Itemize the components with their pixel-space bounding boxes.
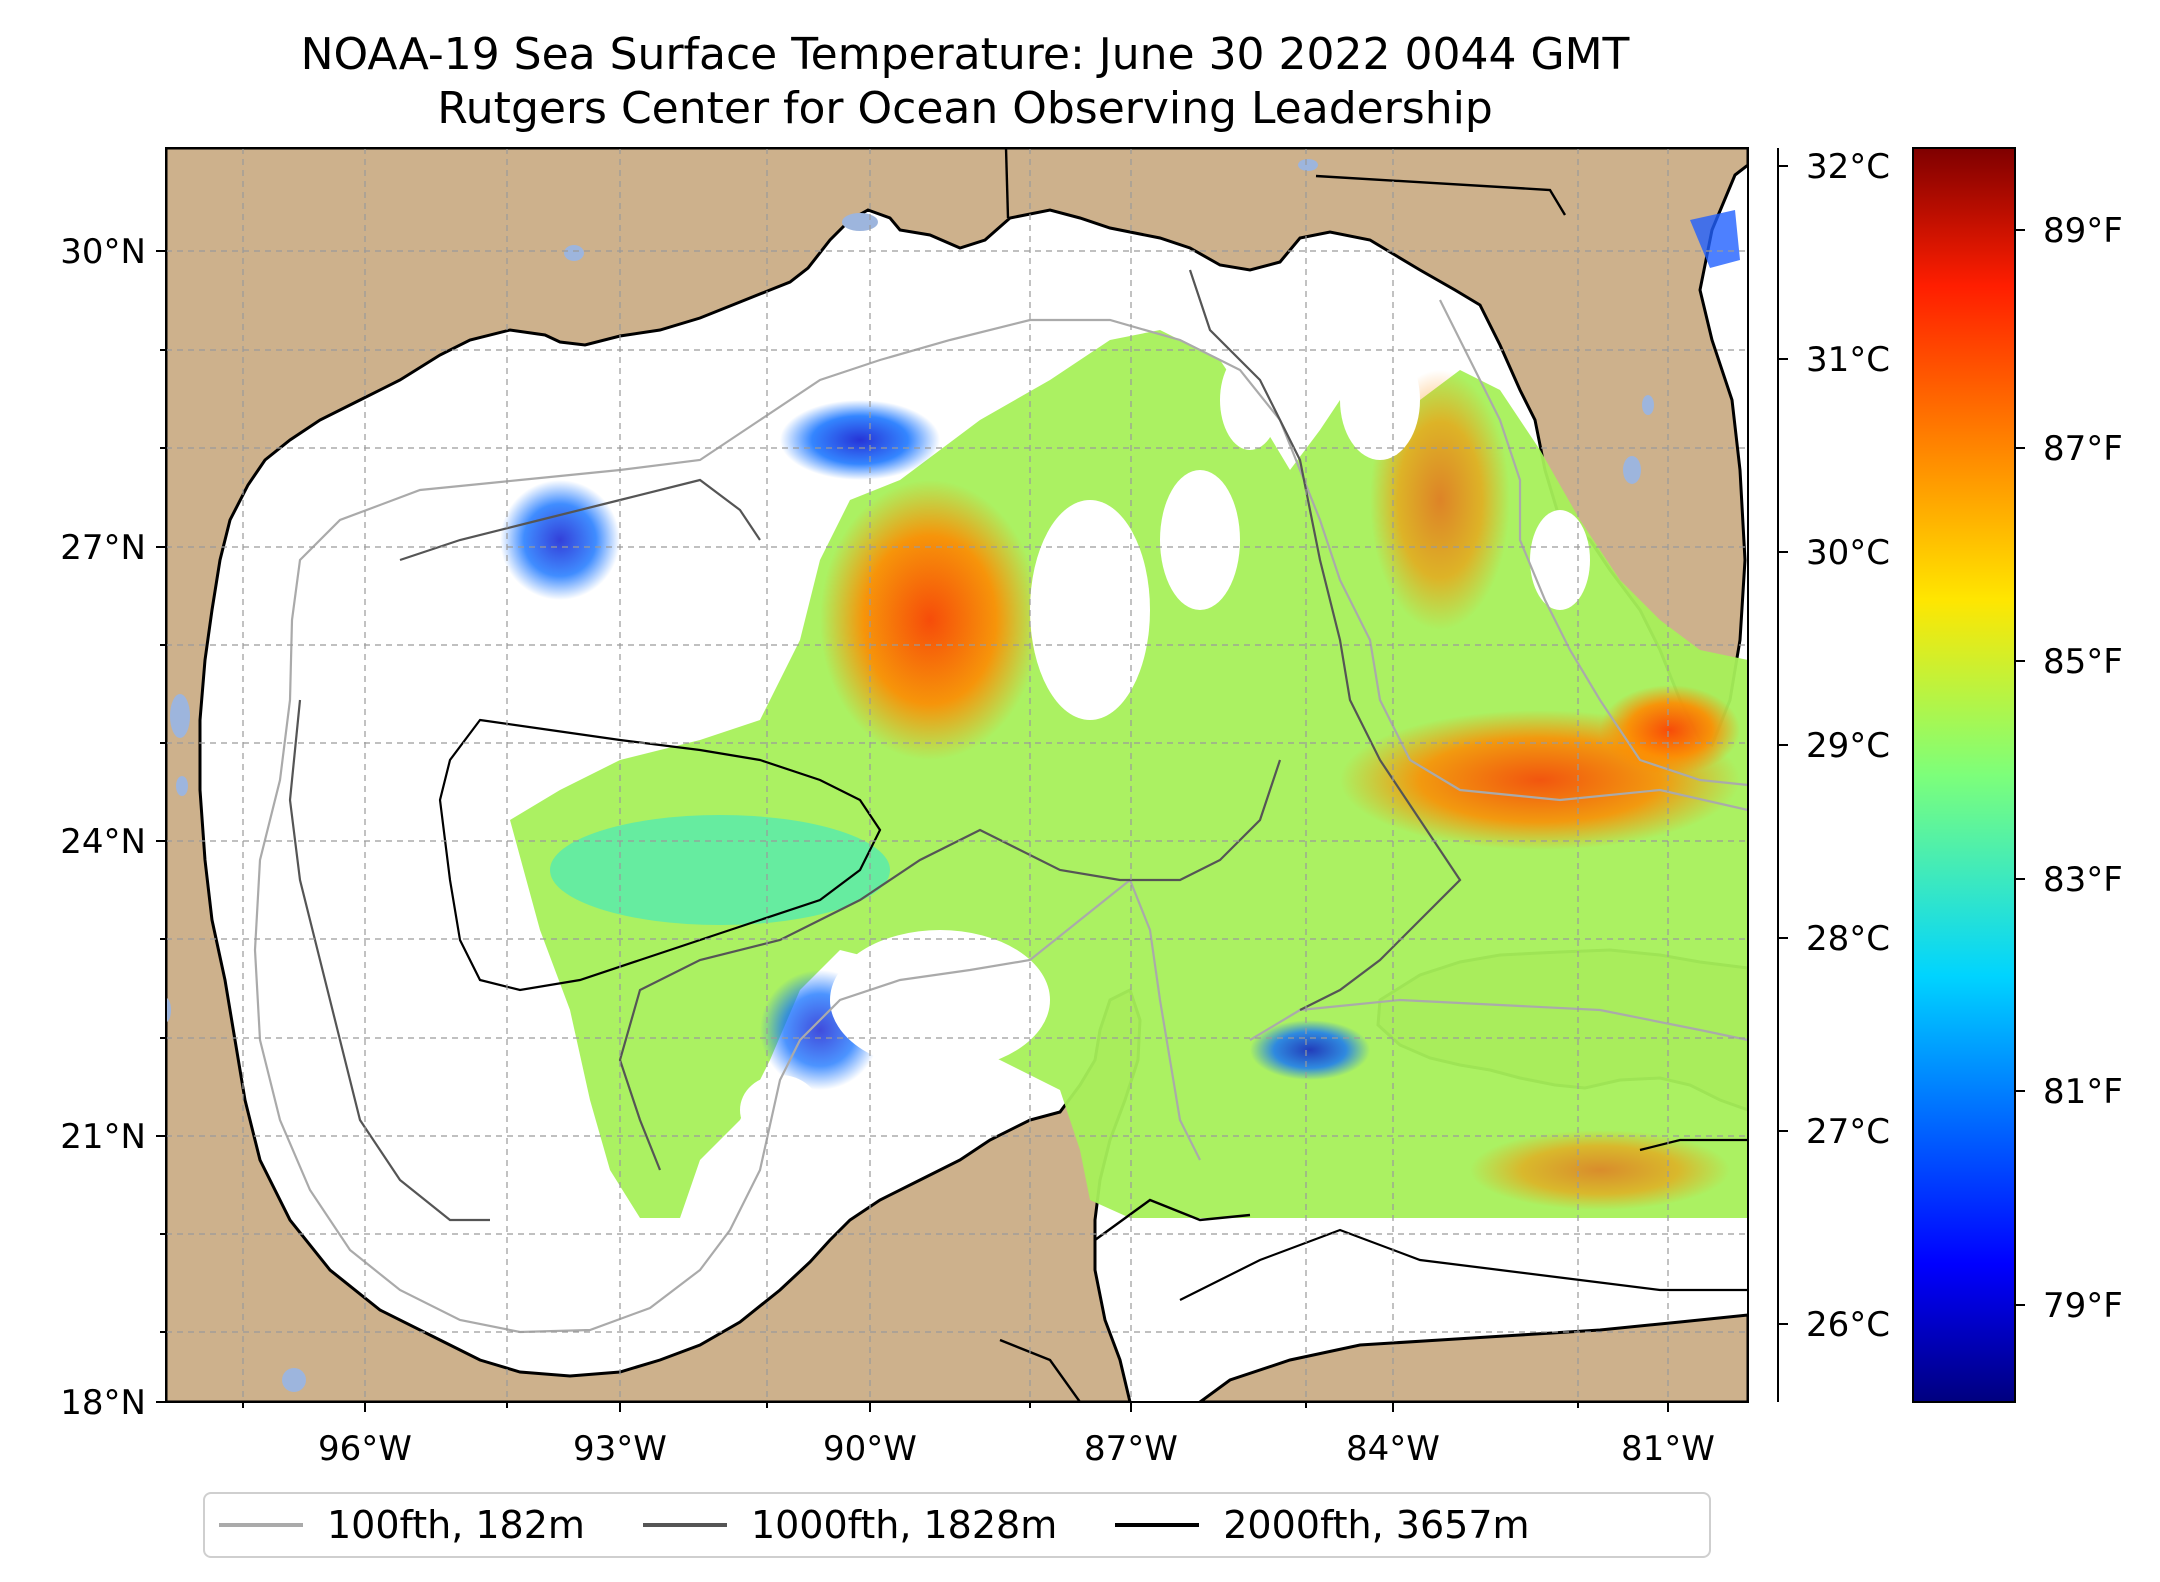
legend-item-100fth: 100fth, 182m [219,1503,585,1547]
legend-swatch [1115,1523,1200,1527]
lon-label: 96°W [318,1429,412,1469]
lat-label: 30°N [60,232,146,272]
lon-label: 90°W [823,1429,917,1469]
fahrenheit-tick-label: 79°F [2043,1286,2123,1326]
lat-label: 18°N [60,1383,146,1423]
lat-label: 27°N [60,528,146,568]
lat-label: 21°N [60,1117,146,1157]
legend-swatch [219,1523,303,1527]
sst-cyan-band [550,815,890,925]
lakes [166,159,1654,1392]
colorbar: 89°F 87°F 85°F 83°F 81°F 79°F [1912,147,2123,1403]
gridlines [166,148,1748,1402]
sst-cool-louisiana [780,400,940,480]
legend-label: 100fth, 182m [327,1503,585,1547]
legend-item-1000fth: 1000fth, 1828m [642,1503,1058,1547]
map-title: NOAA-19 Sea Surface Temperature: June 30… [300,29,1630,80]
celsius-axis: 32°C 31°C 30°C 29°C 28°C 27°C 26°C [1777,147,1890,1402]
contour-1000fth [288,269,1462,1222]
legend-item-2000fth: 2000fth, 3657m [1115,1503,1530,1547]
lat-label: 24°N [60,822,146,862]
celsius-tick-label: 31°C [1806,340,1890,380]
lon-label: 93°W [573,1429,667,1469]
map-frame [165,147,1749,1403]
legend-label: 1000fth, 1828m [750,1503,1058,1547]
sst-warm-core-central [820,480,1040,760]
fahrenheit-tick-label: 87°F [2043,429,2123,469]
legend-label: 2000fth, 3657m [1223,1503,1530,1547]
colorbar-gradient [1912,147,2016,1403]
lon-label: 87°W [1084,1429,1178,1469]
celsius-tick-label: 32°C [1806,147,1890,187]
map-subtitle: Rutgers Center for Ocean Observing Leade… [437,83,1493,134]
lon-label: 84°W [1346,1429,1440,1469]
legend-swatch [642,1523,727,1527]
bathymetry-contours [253,269,1748,1334]
sst-cool-western-gulf [500,480,620,600]
fahrenheit-tick-label: 89°F [2043,211,2123,251]
fahrenheit-tick-label: 83°F [2043,860,2123,900]
sst-overlay [500,210,1748,1218]
celsius-tick-label: 27°C [1806,1112,1890,1152]
contour-legend: 100fth, 182m 1000fth, 1828m 2000fth, 365… [203,1492,1711,1558]
fahrenheit-tick-label: 85°F [2043,642,2123,682]
land-yucatan-east [1197,1313,1748,1402]
fahrenheit-tick-label: 81°F [2043,1072,2123,1112]
celsius-tick-label: 26°C [1806,1305,1890,1345]
celsius-tick-label: 30°C [1806,533,1890,573]
celsius-tick-label: 28°C [1806,919,1890,959]
contour-2000fth [438,718,1748,1301]
sst-warm-yucatan-channel [1470,1130,1730,1210]
celsius-tick-label: 29°C [1806,726,1890,766]
axis-ticks [156,250,1669,1412]
political-boundaries [999,148,1567,1402]
lon-label: 81°W [1621,1429,1715,1469]
sst-cool-cuba-north [1250,1020,1370,1080]
